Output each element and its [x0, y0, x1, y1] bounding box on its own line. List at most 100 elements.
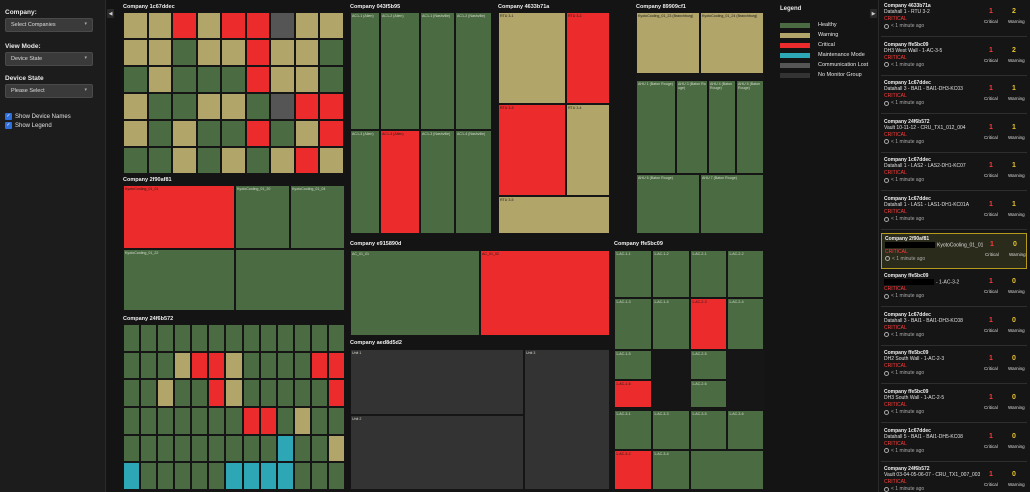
device-tile[interactable] [157, 407, 175, 435]
device-tile[interactable] [293, 462, 311, 490]
device-tile[interactable] [191, 407, 209, 435]
device-tile[interactable]: 1-AC-1-1 [614, 250, 652, 298]
device-tile[interactable] [172, 39, 197, 66]
device-tile[interactable]: RTU 3-2 [566, 12, 610, 104]
device-tile[interactable] [319, 147, 344, 174]
device-tile[interactable] [270, 147, 295, 174]
device-tile[interactable] [123, 39, 148, 66]
device-tile[interactable] [196, 120, 221, 147]
device-tile[interactable] [208, 407, 226, 435]
device-tile[interactable] [245, 93, 270, 120]
alert-card[interactable]: Company 1c67ddec Datahall 3 - BAI1 - BAI1… [881, 78, 1027, 115]
device-tile[interactable]: AC1-1 (Allen) [350, 12, 380, 130]
device-tile[interactable] [242, 351, 260, 380]
device-tile[interactable] [276, 434, 294, 463]
device-tile[interactable] [147, 12, 172, 39]
device-tile[interactable] [157, 324, 175, 352]
device-tile[interactable] [221, 93, 246, 120]
device-tile[interactable] [208, 462, 226, 490]
device-tile[interactable] [196, 12, 221, 39]
device-tile[interactable] [259, 462, 277, 490]
show-device-names-checkbox[interactable]: ✓ Show Device Names [5, 113, 71, 120]
device-tile[interactable]: 1-AC-2-2 [727, 250, 764, 298]
device-tile[interactable] [327, 379, 345, 407]
device-tile[interactable] [174, 462, 192, 490]
device-tile[interactable]: AHU 6 (Baton Rouge) [636, 174, 700, 234]
device-tile[interactable] [270, 120, 295, 147]
device-tile[interactable] [172, 147, 197, 174]
device-tile[interactable]: AC1-4 (Nashville) [455, 130, 492, 234]
device-tile[interactable]: Unit 3 [524, 349, 610, 490]
device-tile[interactable] [157, 462, 175, 490]
device-tile[interactable] [294, 147, 319, 174]
device-tile[interactable] [191, 324, 209, 352]
alert-card[interactable]: Company 24f6b572 Vault 03-04-05-06-07 - C… [881, 464, 1027, 492]
device-tile[interactable] [221, 120, 246, 147]
alert-card[interactable]: Company ffe5bc09 - 1-AC-3-2 CRITICAL < 1 mi… [881, 271, 1027, 308]
device-tile[interactable] [242, 407, 260, 435]
device-tile[interactable] [294, 93, 319, 120]
device-tile[interactable] [242, 379, 260, 407]
device-tile[interactable]: RTU 3-3 [498, 104, 566, 196]
device-tile[interactable] [245, 147, 270, 174]
device-tile[interactable] [221, 66, 246, 93]
device-tile[interactable] [225, 407, 243, 435]
device-tile[interactable]: 1-AC-1-2 [652, 250, 690, 298]
device-tile[interactable]: 1-AC-3-6 [727, 410, 764, 450]
device-tile[interactable] [140, 379, 158, 407]
device-tile[interactable]: 1-AC-2-1 [690, 250, 727, 298]
device-tile[interactable] [293, 324, 311, 352]
device-tile[interactable] [208, 324, 226, 352]
device-tile[interactable]: 1-AC-1-6 [614, 380, 652, 408]
device-tile[interactable]: AHU 5 (Baton Rouge) [736, 80, 764, 174]
device-tile[interactable] [294, 120, 319, 147]
device-tile[interactable] [196, 147, 221, 174]
device-tile[interactable] [319, 39, 344, 66]
device-tile[interactable]: 1-AC-2-3 [690, 298, 727, 350]
device-tile[interactable]: AHU 7 (Baton Rouge) [700, 174, 764, 234]
device-tile[interactable] [310, 407, 328, 435]
alert-card[interactable]: Company ffe5bc09 DH3 South Wall - 1-AC-2-… [881, 387, 1027, 423]
device-tile[interactable] [174, 324, 192, 352]
device-tile[interactable] [172, 93, 197, 120]
device-tile[interactable] [235, 249, 345, 311]
device-tile[interactable] [196, 66, 221, 93]
device-tile[interactable] [242, 324, 260, 352]
show-legend-checkbox[interactable]: ✓ Show Legend [5, 122, 52, 129]
device-tile[interactable]: KyotoCooling_01_20 [235, 185, 290, 249]
device-tile[interactable] [293, 407, 311, 435]
device-tile[interactable]: 1-AC-1-3 [614, 298, 652, 350]
device-tile[interactable] [123, 120, 148, 147]
device-tile[interactable] [225, 379, 243, 407]
device-tile[interactable] [294, 66, 319, 93]
device-tile[interactable]: AC1-1 (Nashville) [420, 12, 455, 130]
collapse-sidebar-button[interactable]: ◀ [107, 9, 114, 18]
device-tile[interactable] [157, 434, 175, 463]
device-tile[interactable] [242, 434, 260, 463]
alert-card[interactable]: Company ffe5bc09 DH3 West Wall - 1-AC-3-5… [881, 40, 1027, 76]
device-tile[interactable] [157, 351, 175, 380]
device-tile[interactable] [310, 462, 328, 490]
device-tile[interactable] [225, 324, 243, 352]
device-tile[interactable]: AC1-3 (Allen) [350, 130, 380, 234]
device-tile[interactable] [140, 434, 158, 463]
device-tile[interactable] [327, 434, 345, 463]
device-tile[interactable] [147, 120, 172, 147]
device-tile[interactable] [123, 351, 141, 380]
device-tile[interactable]: AC1-2 (Allen) [380, 12, 420, 130]
device-tile[interactable]: 1-AC-3-1 [614, 410, 652, 450]
device-tile[interactable] [276, 407, 294, 435]
device-tile[interactable] [123, 407, 141, 435]
device-tile[interactable] [172, 66, 197, 93]
device-tile[interactable] [293, 351, 311, 380]
device-tile[interactable]: RTU 3-1 [498, 12, 566, 104]
device-tile[interactable] [174, 351, 192, 380]
device-tile[interactable] [319, 12, 344, 39]
device-tile[interactable] [172, 12, 197, 39]
device-tile[interactable] [123, 93, 148, 120]
device-tile[interactable] [276, 351, 294, 380]
device-tile[interactable] [174, 434, 192, 463]
device-tile[interactable] [221, 12, 246, 39]
device-tile[interactable]: 1-AC-3-2 [614, 450, 652, 490]
device-tile[interactable] [140, 351, 158, 380]
